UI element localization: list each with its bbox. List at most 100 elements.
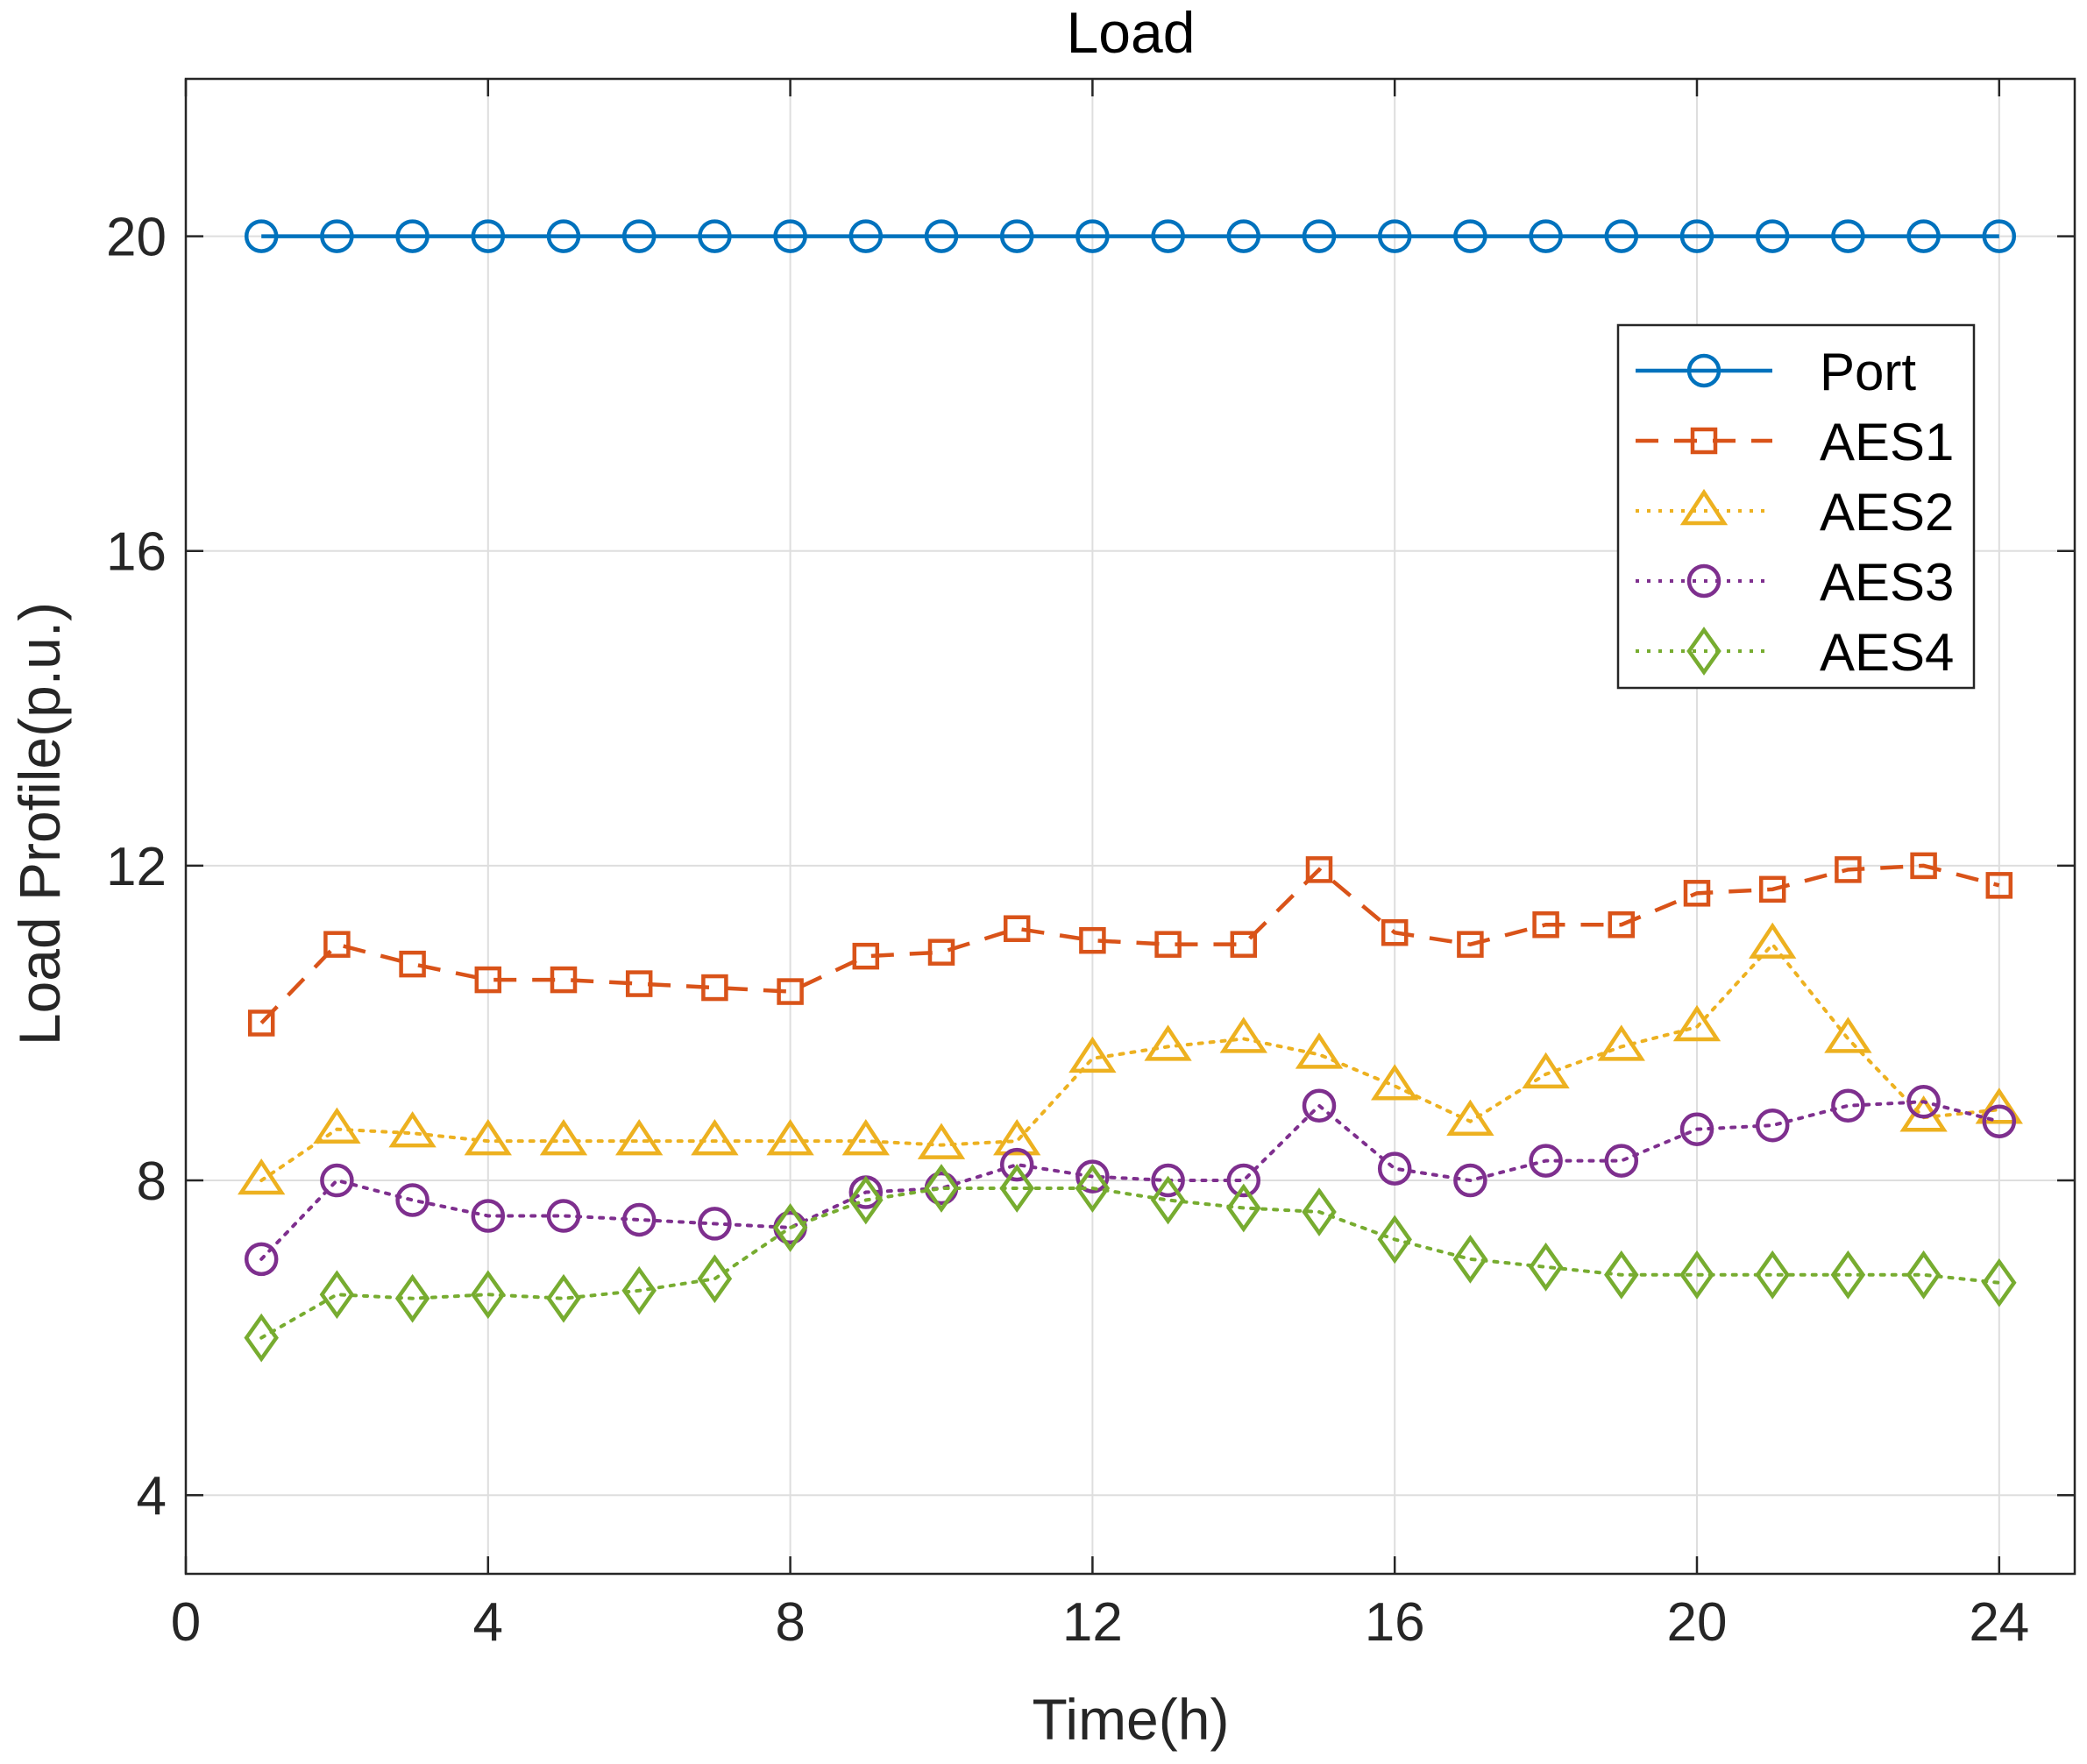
data-point-aes3 [1075,1159,1110,1194]
data-point-aes3 [1151,1163,1185,1198]
data-point-aes3 [1906,1085,1941,1119]
x-tick-label: 16 [1365,1592,1425,1653]
data-point-aes1 [625,970,653,997]
data-point-aes2 [841,1119,890,1156]
data-point-aes4 [546,1273,581,1323]
data-point-aes1 [247,1010,275,1037]
legend-marker-aes2 [1679,488,1729,526]
data-point-port [1604,219,1639,253]
data-point-aes1 [474,966,502,994]
data-point-aes1 [1608,910,1636,939]
data-point-port [1453,219,1487,253]
data-point-port [471,219,506,253]
legend-item-aes3: AES3 [1636,553,1954,612]
data-point-aes4 [1982,1257,2017,1307]
data-point-aes3 [999,1147,1034,1182]
data-point-aes3 [1377,1151,1412,1186]
data-point-aes3 [1755,1108,1790,1143]
legend-label-aes4: AES4 [1820,623,1954,682]
data-point-aes2 [1371,1064,1419,1101]
legend-marker-aes1 [1690,427,1718,455]
data-point-aes1 [1835,856,1862,883]
data-point-aes2 [464,1119,512,1156]
data-point-aes1 [399,950,426,978]
legend: Port AES1 AES2 AES3 AES4 [1616,323,1976,690]
axis-ticks: 0 4 8 12 16 20 24 4 8 12 16 20 [106,79,2075,1653]
y-tick-label: 4 [137,1466,167,1527]
data-point-aes2 [1975,1087,2023,1124]
legend-label-port: Port [1820,343,1916,401]
data-point-aes1 [1910,852,1937,880]
data-point-port [924,219,959,253]
data-point-aes1 [1457,931,1484,958]
series-line-aes3 [259,1100,2001,1261]
data-point-aes2 [1824,1017,1872,1053]
data-point-aes1 [777,978,804,1005]
data-point-port [546,219,581,253]
y-tick-label: 8 [137,1151,167,1212]
data-point-port [1755,219,1790,253]
data-point-aes1 [1154,931,1182,958]
x-tick-label: 20 [1667,1592,1728,1653]
data-point-port [1377,219,1412,253]
data-point-aes3 [320,1163,354,1198]
data-point-aes4 [394,1273,430,1323]
data-point-aes4 [1755,1250,1790,1300]
legend-marker-aes4 [1686,627,1721,676]
data-point-aes1 [1230,931,1258,958]
data-point-aes4 [1150,1175,1186,1225]
data-point-aes4 [772,1203,808,1252]
data-point-aes3 [1982,1104,2017,1138]
data-point-port [1226,219,1261,253]
data-point-aes2 [993,1119,1041,1156]
data-point-aes4 [848,1175,884,1225]
data-point-aes3 [621,1202,657,1237]
data-point-aes3 [244,1242,279,1277]
data-point-aes4 [697,1254,733,1304]
y-tick-label: 16 [106,522,167,583]
data-point-aes4 [999,1164,1034,1213]
data-point-aes4 [1679,1250,1714,1300]
data-point-aes2 [615,1119,664,1156]
data-point-aes4 [319,1270,355,1320]
x-tick-label: 24 [1969,1592,2029,1653]
data-point-aes2 [1446,1099,1494,1136]
legend-item-aes2: AES2 [1636,483,1954,542]
data-point-aes4 [1452,1234,1488,1284]
data-point-aes4 [1604,1250,1639,1300]
data-point-aes3 [1226,1163,1261,1198]
data-point-aes1 [701,974,728,1002]
legend-label-aes2: AES2 [1820,483,1954,542]
data-point-aes3 [1604,1144,1639,1178]
data-point-aes4 [1906,1250,1941,1300]
data-point-port [1302,219,1337,253]
data-point-aes1 [1683,880,1711,907]
data-point-aes4 [471,1270,506,1320]
data-point-aes2 [388,1111,437,1148]
series-port [244,219,2017,253]
legend-item-aes1: AES1 [1636,413,1954,471]
data-point-port [320,219,354,253]
x-tick-label: 4 [473,1592,503,1653]
data-point-aes4 [1528,1242,1564,1292]
data-point-aes1 [927,939,955,966]
y-axis-label: Load Profile(p.u.) [7,602,72,1045]
data-point-aes2 [1295,1032,1344,1069]
data-point-aes1 [1532,910,1559,939]
data-point-aes3 [471,1199,506,1233]
data-point-port [848,219,884,253]
data-point-aes2 [238,1158,286,1195]
data-point-aes2 [1672,1004,1721,1042]
data-point-aes4 [1226,1183,1261,1233]
series-aes2 [238,922,2023,1195]
data-point-aes3 [395,1183,429,1217]
data-point-aes3 [1831,1088,1865,1123]
data-point-aes2 [1749,922,1797,959]
data-point-aes3 [1679,1112,1714,1146]
data-point-aes1 [852,942,880,970]
data-point-aes1 [323,931,351,958]
data-point-port [698,219,732,253]
data-point-port [1679,219,1714,253]
legend-item-aes4: AES4 [1636,623,1954,682]
